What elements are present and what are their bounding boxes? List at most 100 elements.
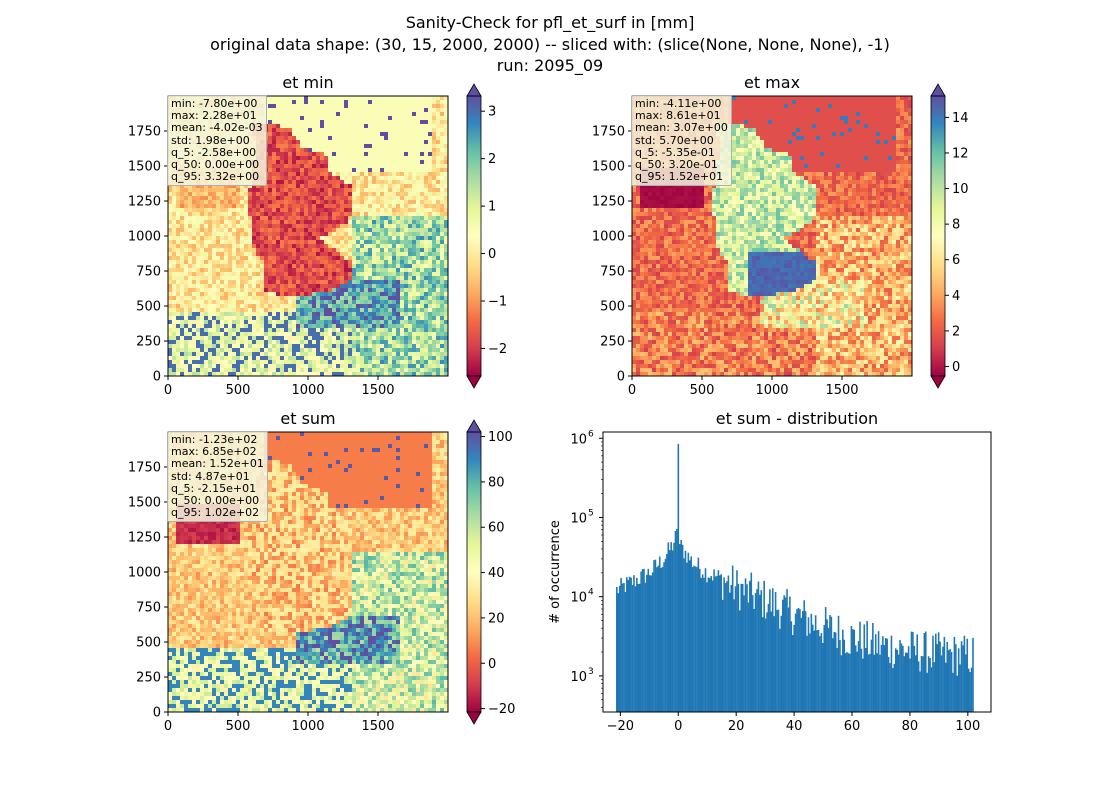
heatmap-cell [308, 244, 313, 249]
heatmap-cell [336, 240, 341, 245]
heatmap-cell [416, 192, 421, 197]
heatmap-cell [372, 248, 377, 253]
heatmap-cell [420, 212, 425, 217]
heatmap-cell [256, 248, 261, 253]
heatmap-cell [360, 176, 365, 181]
heatmap-cell [276, 232, 281, 237]
heatmap-cell [416, 328, 421, 333]
heatmap-cell [312, 216, 317, 221]
heatmap-cell [308, 112, 313, 117]
heatmap-cell [272, 120, 277, 125]
heatmap-cell [280, 304, 285, 309]
heatmap-cell [296, 216, 301, 221]
heatmap-cell [352, 200, 357, 205]
heatmap-cell [360, 140, 365, 145]
heatmap-cell [248, 260, 253, 265]
heatmap-cell [316, 116, 321, 121]
heatmap-cell [340, 308, 345, 313]
heatmap-cell [412, 100, 417, 105]
heatmap-cell [376, 340, 381, 345]
heatmap-cell [416, 284, 421, 289]
heatmap-cell [276, 320, 281, 325]
heatmap-cell [412, 356, 417, 361]
heatmap-cell [288, 184, 293, 189]
heatmap-cell [380, 264, 385, 269]
heatmap-cell [380, 116, 385, 121]
heatmap-cell [176, 224, 181, 229]
heatmap-cell [336, 332, 341, 337]
heatmap-cell [248, 244, 253, 249]
heatmap-cell [436, 304, 441, 309]
heatmap-cell [408, 364, 413, 369]
heatmap-cell [316, 104, 321, 109]
heatmap-cell [436, 320, 441, 325]
heatmap-cell [632, 220, 637, 225]
heatmap-cell [292, 168, 297, 173]
heatmap-cell [200, 192, 205, 197]
heatmap-cell [388, 188, 393, 193]
heatmap-cell [204, 356, 209, 361]
heatmap-cell [192, 260, 197, 265]
heatmap-cell [212, 192, 217, 197]
heatmap-cell [408, 260, 413, 265]
heatmap-cell [284, 364, 289, 369]
heatmap-cell [384, 276, 389, 281]
heatmap-cell [428, 144, 433, 149]
heatmap-cell [416, 116, 421, 121]
heatmap-cell [212, 332, 217, 337]
heatmap-cell [328, 356, 333, 361]
heatmap-cell [280, 308, 285, 313]
heatmap-cell [380, 148, 385, 153]
heatmap-cell [252, 316, 257, 321]
heatmap-cell [316, 196, 321, 201]
heatmap-cell [348, 272, 353, 277]
heatmap-cell [388, 176, 393, 181]
heatmap-cell [304, 112, 309, 117]
heatmap-cell [632, 216, 637, 221]
heatmap-cell [272, 128, 277, 133]
heatmap-cell [348, 292, 353, 297]
heatmap-cell [216, 344, 221, 349]
heatmap-cell [420, 196, 425, 201]
heatmap-cell [340, 244, 345, 249]
heatmap-cell [324, 184, 329, 189]
heatmap-cell [200, 204, 205, 209]
heatmap-cell [408, 204, 413, 209]
heatmap-cell [208, 232, 213, 237]
heatmap-cell [256, 240, 261, 245]
heatmap-cell [352, 244, 357, 249]
heatmap-cell [196, 336, 201, 341]
heatmap-cell [296, 272, 301, 277]
heatmap-cell [328, 204, 333, 209]
heatmap-cell [224, 212, 229, 217]
heatmap-cell [400, 168, 405, 173]
heatmap-cell [188, 192, 193, 197]
heatmap-cell [352, 348, 357, 353]
heatmap-cell [356, 324, 361, 329]
heatmap-cell [416, 168, 421, 173]
heatmap-cell [376, 108, 381, 113]
heatmap-cell [288, 132, 293, 137]
heatmap-cell [304, 328, 309, 333]
heatmap-cell [180, 200, 185, 205]
heatmap-cell [356, 244, 361, 249]
heatmap-cell [356, 200, 361, 205]
heatmap-cell [316, 232, 321, 237]
heatmap-cell [356, 164, 361, 169]
heatmap-cell [424, 104, 429, 109]
heatmap-cell [224, 336, 229, 341]
heatmap-cell [408, 272, 413, 277]
heatmap-cell [288, 172, 293, 177]
heatmap-cell [324, 320, 329, 325]
heatmap-cell [268, 204, 273, 209]
heatmap-cell [224, 232, 229, 237]
heatmap-cell [396, 264, 401, 269]
heatmap-cell [320, 184, 325, 189]
heatmap-cell [188, 264, 193, 269]
heatmap-cell [432, 284, 437, 289]
heatmap-cell [316, 128, 321, 133]
heatmap-cell [300, 228, 305, 233]
heatmap-cell [400, 296, 405, 301]
heatmap-cell [192, 348, 197, 353]
heatmap-cell [304, 260, 309, 265]
